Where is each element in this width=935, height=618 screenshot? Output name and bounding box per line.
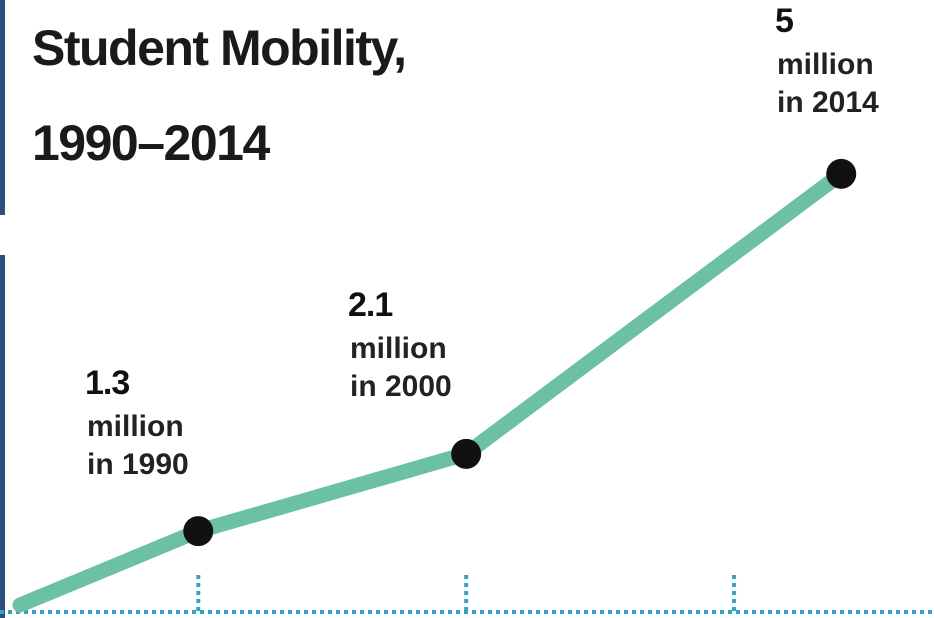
data-label: 1.3 (85, 364, 129, 402)
annotation: in 2000 (350, 370, 452, 403)
data-label: 5 (775, 2, 793, 40)
data-point (826, 158, 857, 189)
data-point (451, 438, 482, 469)
chart-title: 1990–2014 (32, 115, 270, 171)
annotation: in 2014 (777, 86, 879, 119)
data-label: 2.1 (348, 286, 392, 324)
chart-title: Student Mobility, (32, 20, 406, 76)
edge-bar (0, 255, 5, 618)
data-point (183, 516, 214, 547)
edge-bar (0, 0, 5, 215)
annotation: in 1990 (87, 448, 189, 481)
data-line (196, 167, 846, 539)
annotation: million (777, 48, 874, 81)
annotation: million (350, 332, 447, 365)
line-lead-in (12, 523, 206, 613)
annotation: million (87, 410, 184, 443)
